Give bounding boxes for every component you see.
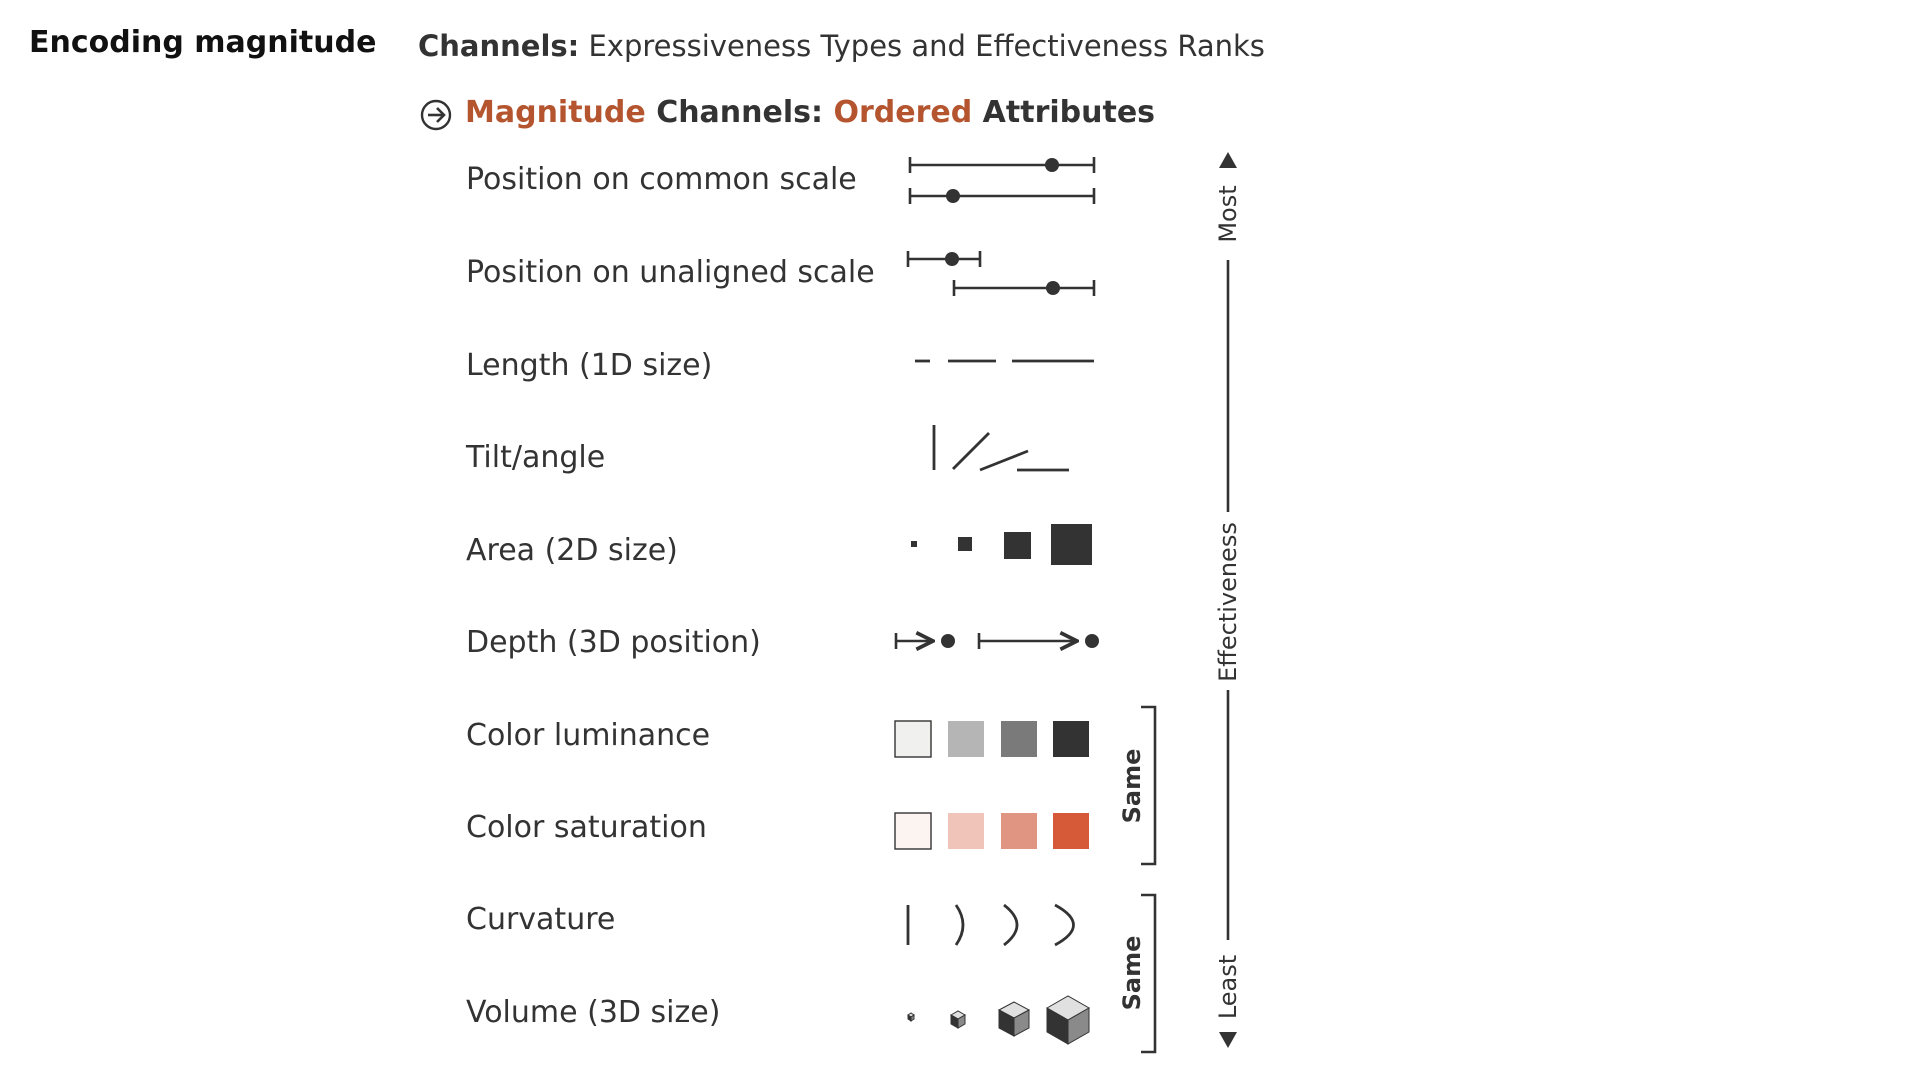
axis-effectiveness-label: Effectiveness: [1214, 522, 1242, 682]
subheading-magnitude: Magnitude: [465, 95, 646, 130]
subheading-attributes: Attributes: [982, 95, 1156, 130]
label-luminance: Color luminance: [466, 718, 711, 753]
label-curvature: Curvature: [466, 902, 616, 937]
label-depth: Depth (3D position): [466, 625, 761, 660]
saturation-swatch-2: [948, 813, 984, 849]
channels-heading: Channels: Expressiveness Types and Effec…: [418, 29, 1265, 63]
curvature-glyph: [906, 903, 1075, 947]
subheading-ordered: Ordered: [833, 95, 973, 130]
magnitude-subheading: Magnitude Channels: Ordered Attributes: [465, 95, 1155, 130]
effectiveness-axis: Most Effectiveness Least: [1214, 152, 1242, 1048]
channels-heading-bold: Channels:: [418, 29, 580, 63]
tilt-glyph: [932, 425, 1069, 472]
saturation-swatch-4: [1053, 813, 1089, 849]
label-position-common: Position on common scale: [466, 162, 857, 197]
volume-glyph: [907, 995, 1091, 1045]
label-tilt: Tilt/angle: [466, 440, 606, 475]
label-position-unaligned: Position on unaligned scale: [466, 255, 875, 290]
volume-cube-1: [907, 1012, 915, 1022]
luminance-swatch-4: [1053, 721, 1089, 757]
volume-cube-3: [997, 1001, 1031, 1037]
channels-heading-rest: Expressiveness Types and Effectiveness R…: [588, 29, 1265, 63]
volume-cube-4: [1045, 995, 1091, 1045]
axis-down-arrow-icon: [1219, 1032, 1237, 1048]
arrow-circle-right-icon: [420, 99, 452, 131]
subheading-channels: Channels:: [656, 95, 824, 130]
position-common-glyph: [908, 157, 1096, 204]
position-unaligned-glyph: [906, 251, 1096, 296]
label-area: Area (2D size): [466, 533, 678, 568]
page-title: Encoding magnitude: [29, 25, 377, 60]
same-label-shape: Same: [1118, 936, 1146, 1011]
label-volume: Volume (3D size): [466, 995, 721, 1030]
luminance-swatch-2: [948, 721, 984, 757]
saturation-swatch-3: [1001, 813, 1037, 849]
same-bracket-color: Same: [1118, 705, 1157, 866]
volume-cube-2: [949, 1010, 967, 1029]
label-saturation: Color saturation: [466, 810, 707, 845]
depth-glyph: [894, 633, 1099, 649]
luminance-swatch-3: [1001, 721, 1037, 757]
axis-least-label: Least: [1214, 955, 1242, 1019]
same-label-color: Same: [1118, 749, 1146, 824]
same-bracket-shape: Same: [1118, 893, 1157, 1054]
luminance-glyph: [894, 720, 1089, 758]
label-length: Length (1D size): [466, 348, 713, 383]
luminance-swatch-1: [894, 720, 932, 758]
saturation-swatch-1: [894, 812, 932, 850]
axis-most-label: Most: [1214, 185, 1242, 242]
axis-up-arrow-icon: [1219, 152, 1237, 168]
area-glyph: [911, 524, 1092, 565]
saturation-glyph: [894, 812, 1089, 850]
